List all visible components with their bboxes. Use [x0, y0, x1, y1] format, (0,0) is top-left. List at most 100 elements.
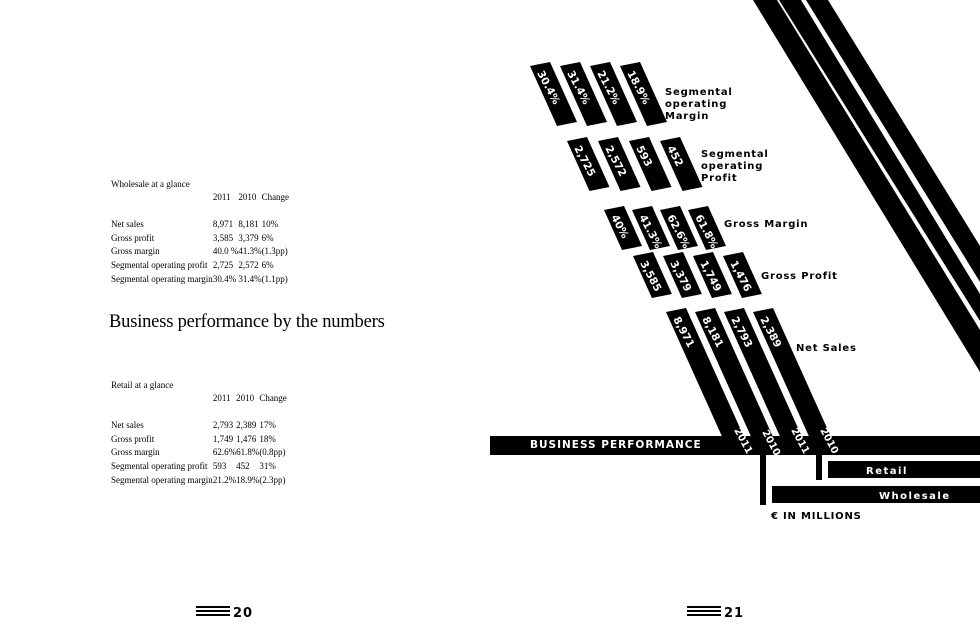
wholesale-table: 2011 2010 Change Net sales 8,971 8,181 1…	[111, 191, 289, 286]
legend-wholesale-bar	[772, 486, 980, 503]
table-row: Net sales 8,971 8,181 10%	[111, 218, 289, 232]
row-label: Segmental operating margin	[111, 474, 213, 485]
row-label: Net sales	[111, 219, 144, 230]
header-2011: 2011	[212, 393, 231, 403]
row-label: Net sales	[111, 420, 144, 431]
metric-name-label: operating	[701, 161, 763, 172]
metric-bar	[753, 308, 834, 446]
connector-line	[760, 440, 766, 505]
header-label	[111, 191, 213, 205]
metric-bar	[693, 252, 732, 298]
value-2011: 21.2%	[212, 474, 237, 485]
metric-bar	[663, 252, 702, 298]
frame-lines	[490, 436, 980, 505]
metric-name-label: Profit	[701, 173, 738, 184]
row-label: Gross profit	[111, 232, 155, 243]
row-label: Segmental operating margin	[111, 273, 213, 284]
value-2010: 18.9%	[236, 474, 260, 485]
value-2010: 2,572	[238, 259, 259, 270]
page-number-text: 21	[724, 606, 745, 621]
page-number-text: 20	[233, 606, 254, 621]
table-row: Segmental operating margin 21.2% 18.9% (…	[111, 474, 287, 488]
value-change: 6%	[261, 259, 274, 270]
legend-retail: Retail	[866, 466, 908, 477]
business-performance-graph: BUSINESS PERFORMANCE GRAPH 30.4% 31.4% 21.…	[490, 0, 980, 522]
value-2010: 8,181	[238, 219, 259, 230]
metric-bar	[590, 62, 637, 126]
table-row: Gross margin 40.0 % 41.3% (1.3pp)	[111, 245, 289, 259]
spacer-row	[111, 406, 287, 420]
metric-name-label: Gross Profit	[761, 271, 838, 282]
metric-name-label: Margin	[665, 111, 709, 122]
metric-bar	[620, 62, 667, 126]
value-2010: 3,379	[238, 232, 259, 243]
table-row: Segmental operating profit 593 452 31%	[111, 460, 287, 474]
value-2011: 62.6%	[212, 447, 237, 458]
value-2010: 2,389	[236, 420, 257, 431]
table-row: Segmental operating margin 30.4% 31.4% (…	[111, 273, 289, 287]
value-change: 18%	[259, 433, 276, 444]
right-page: BUSINESS PERFORMANCE GRAPH 30.4% 31.4% 21.…	[490, 0, 980, 634]
metric-bar	[560, 62, 607, 126]
value-2011: 2,725	[212, 259, 234, 270]
metric-bar	[688, 206, 726, 250]
legend-retail-bar	[828, 461, 980, 478]
header-2010: 2010	[236, 393, 255, 403]
value-change: 10%	[261, 219, 279, 230]
metric-bar	[632, 206, 670, 250]
value-2011: 2,793	[212, 420, 234, 431]
header-change: Change	[261, 192, 290, 202]
value-change: 31%	[259, 460, 276, 471]
table-row: Net sales 2,793 2,389 17%	[111, 419, 287, 433]
metric-name-label: Gross Margin	[724, 219, 808, 230]
legend-wholesale: Wholesale	[879, 491, 951, 502]
row-label: Segmental operating profit	[111, 259, 208, 270]
value-2011: 30.4%	[212, 273, 237, 284]
table-row: Gross profit 1,749 1,476 18%	[111, 433, 287, 447]
table-row: Gross profit 3,585 3,379 6%	[111, 232, 289, 246]
value-2010: 452	[236, 460, 250, 471]
value-change: (1.1pp)	[261, 273, 288, 284]
page-number-bars-icon	[687, 606, 721, 618]
page-number-bars-icon	[196, 606, 230, 618]
value-change: 17%	[259, 420, 276, 431]
header-2010: 2010	[238, 192, 257, 202]
diagonal-stripe	[779, 0, 980, 321]
table-row: Gross margin 62.6% 61.8% (0.8pp)	[111, 446, 287, 460]
metric-bar	[530, 62, 577, 126]
value-change: (2.3pp)	[259, 474, 286, 485]
metric-name-label: Segmental	[665, 87, 733, 98]
header-2011: 2011	[212, 192, 231, 202]
value-2010: 1,476	[236, 433, 257, 444]
metric-name-label: Segmental	[701, 149, 769, 160]
metric-bar	[633, 252, 672, 298]
row-label: Segmental operating profit	[111, 460, 208, 471]
retail-table: 2011 2010 Change Net sales 2,793 2,389 1…	[111, 392, 287, 487]
page-number-right: 21	[687, 606, 744, 621]
metric-name-label: operating	[665, 99, 727, 110]
value-2011: 1,749	[212, 433, 234, 444]
page-headline: Business performance by the numbers	[109, 312, 385, 332]
value-change: (0.8pp)	[259, 447, 286, 458]
unit-note: € IN MILLIONS	[770, 511, 862, 522]
metric-bar	[660, 137, 703, 191]
diagonal-stripe	[806, 0, 980, 282]
metric-bar	[660, 206, 698, 250]
axis-label: BUSINESS PERFORMANCE	[530, 439, 702, 451]
metric-bar	[598, 137, 641, 191]
diagonal-stripe	[753, 0, 980, 372]
metric-bar	[629, 137, 672, 191]
metric-bar	[567, 137, 610, 191]
retail-caption: Retail at a glance	[111, 380, 174, 390]
spacer-row	[111, 205, 289, 219]
header-label	[111, 392, 213, 406]
value-2011: 40.0 %	[212, 246, 239, 257]
value-2011: 8,971	[212, 219, 234, 230]
value-2011: 3,585	[212, 232, 234, 243]
axis-band	[490, 436, 980, 455]
value-change: (1.3pp)	[261, 246, 288, 257]
metric-bar	[724, 308, 805, 446]
left-page: Wholesale at a glance 2011 2010 Change N…	[109, 179, 385, 621]
table-header-row: 2011 2010 Change	[111, 191, 289, 205]
